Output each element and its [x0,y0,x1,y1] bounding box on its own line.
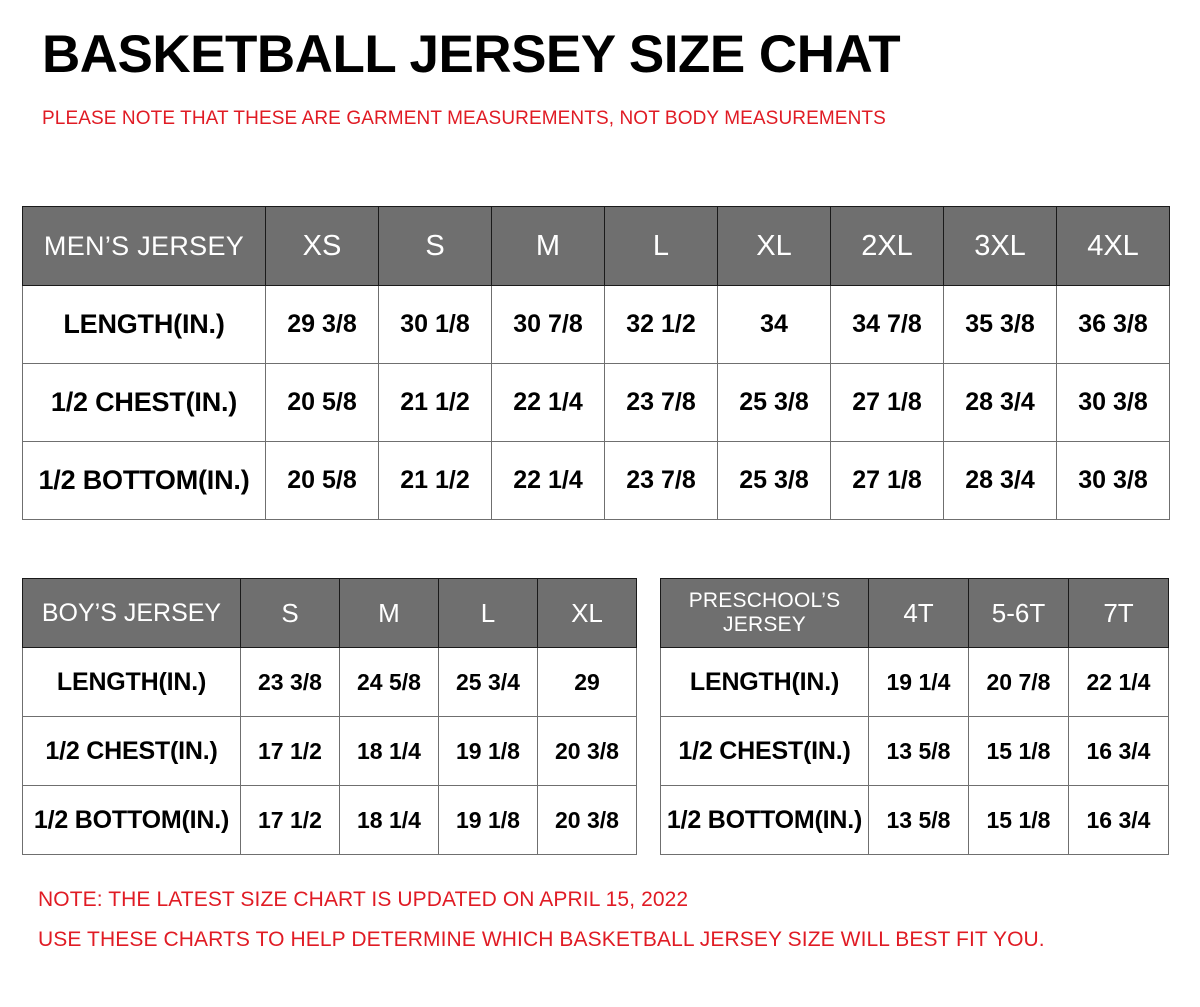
table-cell: 30 3/8 [1056,363,1170,442]
mens-row-header-label: MEN’S JERSEY [22,206,266,286]
table-row: 1/2 BOTTOM(IN.) 13 5/8 15 1/8 16 3/4 [660,785,1169,855]
table-cell: 22 1/4 [491,363,605,442]
table-header-row: PRESCHOOL’S JERSEY 4T 5-6T 7T [660,578,1169,648]
table-row: 1/2 CHEST(IN.) 13 5/8 15 1/8 16 3/4 [660,716,1169,786]
preschool-table-header: PRESCHOOL’S JERSEY 4T 5-6T 7T [660,578,1169,648]
mens-size-header-m: M [491,206,605,286]
mens-size-header-xl: XL [717,206,831,286]
boys-measure-label: LENGTH(IN.) [22,647,241,717]
table-cell: 29 3/8 [265,285,379,364]
table-cell: 15 1/8 [968,716,1069,786]
mens-measure-label: LENGTH(IN.) [22,285,266,364]
table-cell: 20 7/8 [968,647,1069,717]
table-row: LENGTH(IN.) 29 3/8 30 1/8 30 7/8 32 1/2 34 34 … [22,285,1170,364]
table-row: 1/2 CHEST(IN.) 17 1/2 18 1/4 19 1/8 20 3/8 [22,716,637,786]
table-cell: 20 5/8 [265,363,379,442]
page-title: BASKETBALL JERSEY SIZE CHAT [42,25,901,84]
table-cell: 27 1/8 [830,441,944,520]
boys-table-body: LENGTH(IN.) 23 3/8 24 5/8 25 3/4 29 1/2 CHEST… [22,647,637,855]
table-cell: 13 5/8 [868,785,969,855]
table-cell: 19 1/4 [868,647,969,717]
table-cell: 30 3/8 [1056,441,1170,520]
mens-measure-label: 1/2 CHEST(IN.) [22,363,266,442]
boys-measure-label: 1/2 CHEST(IN.) [22,716,241,786]
table-cell: 34 7/8 [830,285,944,364]
table-cell: 22 1/4 [491,441,605,520]
note-last-updated: NOTE: THE LATEST SIZE CHART IS UPDATED O… [38,888,689,911]
mens-size-header-s: S [378,206,492,286]
table-cell: 28 3/4 [943,363,1057,442]
boys-size-header-xl: XL [537,578,637,648]
table-cell: 20 5/8 [265,441,379,520]
table-cell: 13 5/8 [868,716,969,786]
boys-size-header-m: M [339,578,439,648]
mens-jersey-size-table: MEN’S JERSEY XS S M L XL 2XL 3XL 4XL LENGTH(IN.… [22,206,1170,520]
mens-size-header-l: L [604,206,718,286]
preschool-size-header-5-6t: 5-6T [968,578,1069,648]
table-cell: 34 [717,285,831,364]
table-cell: 36 3/8 [1056,285,1170,364]
table-row: LENGTH(IN.) 23 3/8 24 5/8 25 3/4 29 [22,647,637,717]
table-cell: 30 1/8 [378,285,492,364]
table-cell: 18 1/4 [339,716,439,786]
table-cell: 19 1/8 [438,716,538,786]
boys-row-header-label: BOY’S JERSEY [22,578,241,648]
table-cell: 16 3/4 [1068,716,1169,786]
table-cell: 19 1/8 [438,785,538,855]
preschool-measure-label: LENGTH(IN.) [660,647,869,717]
table-cell: 23 7/8 [604,363,718,442]
table-row: 1/2 CHEST(IN.) 20 5/8 21 1/2 22 1/4 23 7/8 25… [22,363,1170,442]
table-row: LENGTH(IN.) 19 1/4 20 7/8 22 1/4 [660,647,1169,717]
mens-size-header-2xl: 2XL [830,206,944,286]
table-cell: 16 3/4 [1068,785,1169,855]
table-cell: 20 3/8 [537,716,637,786]
boys-jersey-size-table: BOY’S JERSEY S M L XL LENGTH(IN.) 23 3/8 24 5… [22,578,637,855]
note-usage-instructions: USE THESE CHARTS TO HELP DETERMINE WHICH… [38,928,1045,951]
preschool-measure-label: 1/2 CHEST(IN.) [660,716,869,786]
mens-size-header-3xl: 3XL [943,206,1057,286]
table-cell: 32 1/2 [604,285,718,364]
preschool-size-header-4t: 4T [868,578,969,648]
table-header-row: MEN’S JERSEY XS S M L XL 2XL 3XL 4XL [22,206,1170,286]
mens-size-header-4xl: 4XL [1056,206,1170,286]
mens-measure-label: 1/2 BOTTOM(IN.) [22,441,266,520]
table-cell: 23 3/8 [240,647,340,717]
table-cell: 18 1/4 [339,785,439,855]
table-cell: 25 3/4 [438,647,538,717]
table-cell: 30 7/8 [491,285,605,364]
table-cell: 28 3/4 [943,441,1057,520]
table-cell: 27 1/8 [830,363,944,442]
preschool-table-body: LENGTH(IN.) 19 1/4 20 7/8 22 1/4 1/2 CHEST(I… [660,647,1169,855]
table-cell: 25 3/8 [717,441,831,520]
table-row: 1/2 BOTTOM(IN.) 20 5/8 21 1/2 22 1/4 23 7/8 2… [22,441,1170,520]
table-header-row: BOY’S JERSEY S M L XL [22,578,637,648]
table-cell: 23 7/8 [604,441,718,520]
boys-size-header-s: S [240,578,340,648]
table-cell: 17 1/2 [240,716,340,786]
preschool-size-header-7t: 7T [1068,578,1169,648]
boys-table-header: BOY’S JERSEY S M L XL [22,578,637,648]
table-cell: 17 1/2 [240,785,340,855]
boys-measure-label: 1/2 BOTTOM(IN.) [22,785,241,855]
boys-size-header-l: L [438,578,538,648]
preschool-jersey-size-table: PRESCHOOL’S JERSEY 4T 5-6T 7T LENGTH(IN.) 1… [660,578,1169,855]
table-cell: 25 3/8 [717,363,831,442]
table-cell: 20 3/8 [537,785,637,855]
mens-table-body: LENGTH(IN.) 29 3/8 30 1/8 30 7/8 32 1/2 34 34 … [22,285,1170,520]
table-cell: 22 1/4 [1068,647,1169,717]
preschool-measure-label: 1/2 BOTTOM(IN.) [660,785,869,855]
table-cell: 29 [537,647,637,717]
mens-table-header: MEN’S JERSEY XS S M L XL 2XL 3XL 4XL [22,206,1170,286]
table-cell: 35 3/8 [943,285,1057,364]
table-cell: 15 1/8 [968,785,1069,855]
garment-measurement-disclaimer: PLEASE NOTE THAT THESE ARE GARMENT MEASU… [42,108,886,129]
table-row: 1/2 BOTTOM(IN.) 17 1/2 18 1/4 19 1/8 20 3/8 [22,785,637,855]
table-cell: 21 1/2 [378,363,492,442]
table-cell: 24 5/8 [339,647,439,717]
mens-size-header-xs: XS [265,206,379,286]
preschool-row-header-label: PRESCHOOL’S JERSEY [660,578,869,648]
table-cell: 21 1/2 [378,441,492,520]
